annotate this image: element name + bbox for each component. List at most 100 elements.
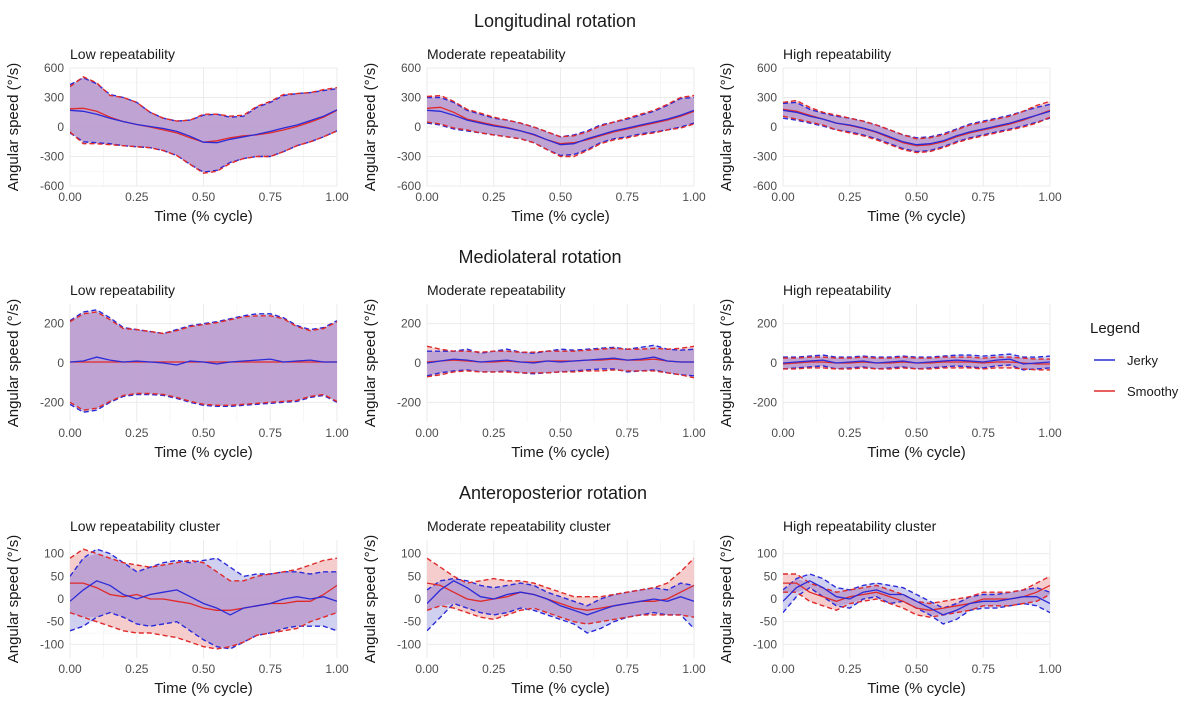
x-tick-label: 1.00 (325, 662, 349, 676)
lower-bound-smoothy (70, 392, 337, 411)
y-tick-label: 100 (44, 547, 64, 561)
panel-title: Low repeatability (70, 46, 175, 62)
x-tick-label: 0.25 (482, 190, 506, 204)
y-tick-label: 200 (401, 317, 421, 331)
panel-title: Moderate repeatability (427, 46, 566, 62)
y-tick-label: -200 (40, 395, 64, 409)
x-axis-label: Time (% cycle) (154, 680, 253, 697)
y-tick-label: -600 (753, 179, 777, 193)
x-tick-label: 0.00 (58, 190, 82, 204)
x-axis-label: Time (% cycle) (154, 444, 253, 461)
y-tick-label: -50 (47, 615, 65, 629)
panel-0-0: Low repeatability 0.00 0.25 0.50 0.75 1.00 -60… (5, 46, 349, 225)
x-tick-label: 1.00 (1038, 426, 1062, 440)
y-tick-label: 600 (401, 61, 421, 75)
y-tick-label: -100 (397, 637, 421, 651)
x-tick-label: 1.00 (682, 190, 706, 204)
plot-area (70, 309, 337, 413)
mean-line-jerky (783, 358, 1050, 365)
x-tick-label: 0.50 (549, 190, 573, 204)
panel-title: Low repeatability cluster (70, 518, 221, 534)
upper-bound-jerky (783, 101, 1050, 139)
x-axis-label: Time (% cycle) (867, 680, 966, 697)
x-axis-label: Time (% cycle) (511, 680, 610, 697)
mean-line-smoothy (427, 106, 694, 145)
x-tick-label: 0.25 (125, 190, 149, 204)
y-axis-label: Angular speed (°/s) (5, 63, 22, 192)
plot-area (427, 94, 694, 158)
upper-bound-jerky (70, 548, 337, 578)
plot-area (427, 557, 694, 634)
y-axis-label: Angular speed (°/s) (718, 299, 735, 428)
x-tick-label: 0.00 (771, 662, 795, 676)
ribbon-overlap (70, 77, 337, 173)
mean-line-jerky (783, 580, 1050, 616)
panel-title: Moderate repeatability cluster (427, 518, 611, 534)
row-title-anteroposterior: Anteroposterior rotation (459, 483, 647, 503)
lower-bound-smoothy (783, 115, 1050, 154)
y-tick-label: 0 (414, 592, 421, 606)
x-tick-label: 0.00 (771, 426, 795, 440)
mean-line-smoothy (427, 582, 694, 611)
lower-bound-smoothy (783, 367, 1050, 371)
legend-label-smoothy: Smoothy (1127, 384, 1179, 399)
y-tick-label: 600 (757, 61, 777, 75)
panel-0-2: High repeatability 0.00 0.25 0.50 0.75 1.00 -6… (718, 46, 1062, 225)
x-tick-label: 0.75 (259, 662, 283, 676)
y-tick-label: 100 (757, 547, 777, 561)
mean-line-jerky (427, 356, 694, 364)
row-title-longitudinal: Longitudinal rotation (474, 11, 636, 31)
y-tick-label: -300 (40, 150, 64, 164)
ribbon-overlap (70, 311, 337, 411)
y-tick-label: 300 (401, 91, 421, 105)
x-tick-label: 0.75 (259, 426, 283, 440)
x-tick-label: 0.50 (549, 426, 573, 440)
y-tick-label: 0 (770, 592, 777, 606)
x-axis-label: Time (% cycle) (867, 208, 966, 225)
x-tick-label: 1.00 (325, 190, 349, 204)
x-tick-label: 0.25 (482, 662, 506, 676)
upper-bound-jerky (783, 353, 1050, 358)
upper-bound-jerky (783, 573, 1050, 609)
y-tick-label: 0 (414, 120, 421, 134)
x-tick-label: 0.75 (616, 190, 640, 204)
upper-bound-smoothy (783, 99, 1050, 140)
y-tick-label: 0 (57, 356, 64, 370)
upper-bound-smoothy (70, 548, 337, 582)
x-tick-label: 0.50 (192, 426, 216, 440)
panel-title: High repeatability (783, 282, 891, 298)
x-tick-label: 0.50 (905, 662, 929, 676)
y-axis-label: Angular speed (°/s) (362, 535, 379, 664)
panel-1-0: Low repeatability 0.00 0.25 0.50 0.75 1.00 -20… (5, 282, 349, 461)
x-tick-label: 0.50 (192, 662, 216, 676)
x-tick-label: 0.25 (125, 662, 149, 676)
legend-title: Legend (1090, 320, 1140, 337)
row-title-mediolateral: Mediolateral rotation (458, 247, 621, 267)
x-tick-label: 1.00 (682, 662, 706, 676)
y-tick-label: 0 (770, 120, 777, 134)
y-tick-label: 100 (401, 547, 421, 561)
y-axis-label: Angular speed (°/s) (362, 63, 379, 192)
chart-panels: Low repeatability 0.00 0.25 0.50 0.75 1.00 -60… (5, 46, 1062, 697)
x-tick-label: 0.00 (415, 426, 439, 440)
y-tick-label: 200 (44, 317, 64, 331)
x-tick-label: 1.00 (682, 426, 706, 440)
x-tick-label: 0.25 (838, 190, 862, 204)
lower-bound-jerky (427, 122, 694, 157)
lower-bound-jerky (783, 117, 1050, 153)
x-tick-label: 0.25 (482, 426, 506, 440)
upper-bound-smoothy (427, 94, 694, 138)
ribbon-jerky (783, 574, 1050, 624)
y-tick-label: 0 (414, 356, 421, 370)
x-tick-label: 0.75 (972, 662, 996, 676)
x-tick-label: 1.00 (1038, 190, 1062, 204)
x-tick-label: 0.25 (838, 426, 862, 440)
x-tick-label: 0.00 (58, 662, 82, 676)
legend: Legend Jerky Smoothy (1090, 320, 1179, 399)
y-axis-label: Angular speed (°/s) (718, 63, 735, 192)
y-tick-label: -100 (753, 637, 777, 651)
x-tick-label: 0.50 (905, 426, 929, 440)
lower-bound-jerky (70, 393, 337, 413)
x-tick-label: 0.00 (415, 662, 439, 676)
